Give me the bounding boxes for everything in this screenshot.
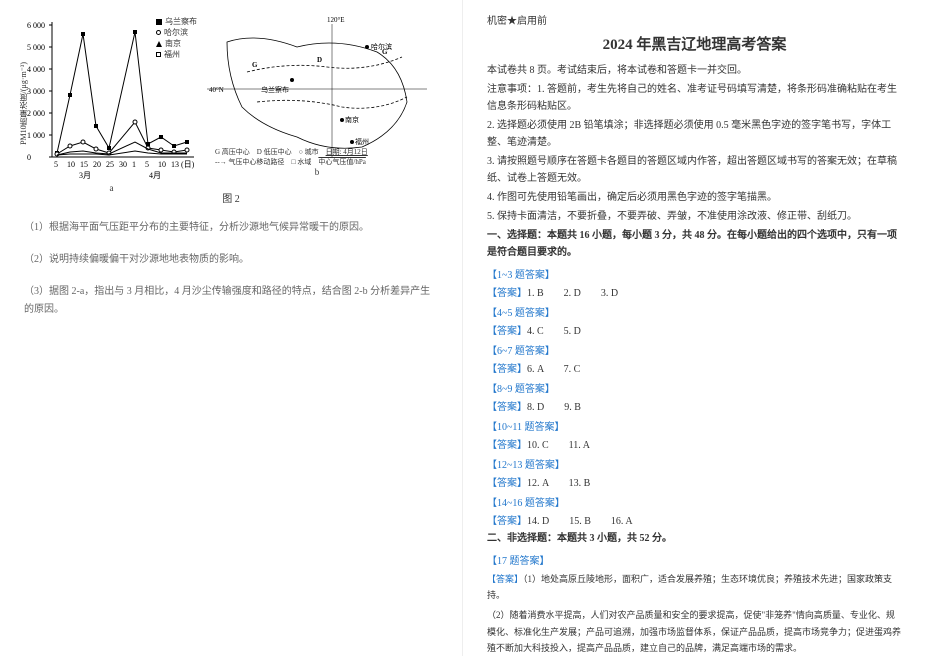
answer-8-9: 【答案】8. D 9. B [487,398,902,413]
chart-a: PM10质量浓度/(μg·m⁻³) 0 1 000 2 000 3 000 4 … [24,12,199,182]
group-12-13: 【12~13 题答案】 [487,456,902,471]
section-2-heading: 二、非选择题：本题共 3 小题，共 52 分。 [487,530,902,547]
chart-b-legend: G 高压中心 D 低压中心 ○ 城市 日期: 4月12日 --→ 气压中心移动路… [215,147,368,167]
question-1: （1）根据海平面气压距平分布的主要特征，分析沙源地气候异常暖干的原因。 [24,219,438,237]
x-month-apr: 4月 [149,171,161,180]
group-6-7: 【6~7 题答案】 [487,342,902,357]
figure-2-container: PM10质量浓度/(μg·m⁻³) 0 1 000 2 000 3 000 4 … [24,12,438,182]
group-4-5: 【4~5 题答案】 [487,304,902,319]
intro-1: 本试卷共 8 页。考试结束后，将本试卷和答题卡一并交回。 [487,62,902,79]
legend-item-fuzhou: 福州 [156,49,197,60]
svg-text:福州: 福州 [355,137,369,146]
y-axis-label: PM10质量浓度/(μg·m⁻³) [18,62,29,145]
svg-text:5: 5 [54,160,58,169]
svg-text:0: 0 [27,153,31,162]
svg-text:20: 20 [93,160,101,169]
lon-label: 120°E [327,16,345,24]
group-10-11: 【10~11 题答案】 [487,418,902,433]
lat-label: 40°N [209,86,224,94]
section-1-heading: 一、选择题：本题共 16 小题，每小题 3 分，共 48 分。在每小题给出的四个… [487,227,902,261]
legend-b-row1: G 高压中心 D 低压中心 ○ 城市 日期: 4月12日 [215,147,368,157]
answer-17-1: 【答案】（1）地处高原丘陵地形，面积广，适合发展养殖；生态环境优良；养殖技术先进… [487,571,902,603]
svg-text:D: D [317,56,322,64]
question-2: （2）说明持续偏暖偏干对沙源地地表物质的影响。 [24,251,438,269]
legend-item-wulan: 乌兰察布 [156,16,197,27]
svg-text:5: 5 [145,160,149,169]
svg-text:13 (日): 13 (日) [171,160,195,169]
square-fill-icon [156,19,162,25]
x-ticks: 51015 202530 1510 13 (日) [54,160,195,169]
chart-a-legend: 乌兰察布 哈尔滨 南京 福州 [156,16,197,60]
svg-text:G: G [252,61,258,69]
answer-10-11: 【答案】10. C 11. A [487,436,902,451]
intro-2: 注意事项：1. 答题前，考生先将自己的姓名、准考证号码填写清楚，将条形码准确粘贴… [487,81,902,115]
svg-text:10: 10 [67,160,75,169]
intro-3: 2. 选择题必须使用 2B 铅笔填涂；非选择题必须使用 0.5 毫米黑色字迹的签… [487,117,902,151]
svg-text:6 000: 6 000 [27,21,45,30]
page-title: 2024 年黑吉辽地理高考答案 [487,33,902,54]
svg-text:10: 10 [158,160,166,169]
svg-text:2 000: 2 000 [27,109,45,118]
svg-text:1: 1 [132,160,136,169]
group-8-9: 【8~9 题答案】 [487,380,902,395]
intro-4: 3. 请按照题号顺序在答题卡各题目的答题区域内作答，超出答题区域书写的答案无效；… [487,153,902,187]
answer-17-2: （2）随着消费水平提高，人们对农产品质量和安全的要求提高，促使"非笼养"情向高质… [487,607,902,656]
x-month-mar: 3月 [79,171,91,180]
triangle-icon [156,41,162,47]
chart-b-map: 120°E 40°N 哈尔滨 乌兰察布 南京 福州 G D G G [207,12,427,182]
svg-text:15: 15 [80,160,88,169]
svg-text:G: G [382,48,388,56]
secret-label: 机密★启用前 [487,12,902,27]
answer-6-7: 【答案】6. A 7. C [487,360,902,375]
svg-text:乌兰察布: 乌兰察布 [261,85,289,94]
group-14-16: 【14~16 题答案】 [487,494,902,509]
svg-text:3 000: 3 000 [27,87,45,96]
intro-6: 5. 保持卡面清洁，不要折叠，不要弄破、弄皱，不准使用涂改液、修正带、刮纸刀。 [487,208,902,225]
map-svg: 120°E 40°N 哈尔滨 乌兰察布 南京 福州 G D G [207,12,427,162]
right-page: 机密★启用前 2024 年黑吉辽地理高考答案 本试卷共 8 页。考试结束后，将本… [463,0,926,656]
answer-4-5: 【答案】4. C 5. D [487,322,902,337]
legend-item-harbin: 哈尔滨 [156,27,197,38]
svg-text:南京: 南京 [345,115,359,124]
square-open-icon [156,52,161,57]
question-3: （3）据图 2-a，指出与 3 月相比，4 月沙尘传输强度和路径的特点，结合图 … [24,283,438,319]
group-17: 【17 题答案】 [487,552,902,567]
svg-text:30: 30 [119,160,127,169]
group-1-3: 【1~3 题答案】 [487,266,902,281]
left-page: PM10质量浓度/(μg·m⁻³) 0 1 000 2 000 3 000 4 … [0,0,463,656]
svg-text:1 000: 1 000 [27,131,45,140]
y-ticks: 0 1 000 2 000 3 000 4 000 5 000 6 000 [27,21,52,162]
circle-icon [156,30,161,35]
intro-5: 4. 作图可先使用铅笔画出，确定后必须用黑色字迹的签字笔描黑。 [487,189,902,206]
chart-b-sublabel: b [207,167,427,177]
legend-b-row2: --→ 气压中心移动路径 □ 水域 中心气压值/hPa [215,157,368,167]
legend-item-nanjing: 南京 [156,38,197,49]
answer-1-3: 【答案】1. B 2. D 3. D [487,284,902,299]
svg-text:5 000: 5 000 [27,43,45,52]
svg-text:4 000: 4 000 [27,65,45,74]
svg-text:25: 25 [106,160,114,169]
answer-12-13: 【答案】12. A 13. B [487,474,902,489]
chart-a-sublabel: a [24,183,199,193]
answer-14-16: 【答案】14. D 15. B 16. A [487,512,902,527]
